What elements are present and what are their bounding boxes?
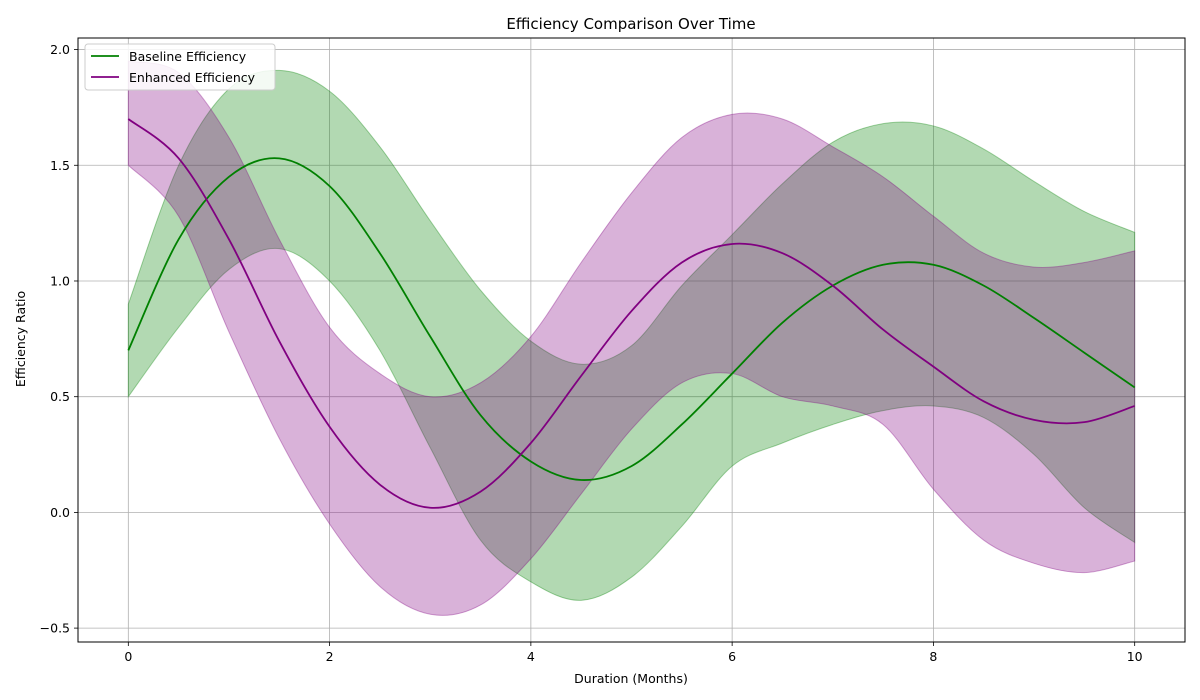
x-tick-label: 0 xyxy=(124,649,132,664)
x-tick-label: 4 xyxy=(527,649,535,664)
legend: Baseline Efficiency Enhanced Efficiency xyxy=(84,43,276,91)
y-tick-label: 1.0 xyxy=(50,273,70,288)
y-tick-label: −0.5 xyxy=(40,621,70,636)
series-line-enhanced xyxy=(127,118,1135,509)
plot-frame xyxy=(77,37,1186,643)
x-tick-label: 6 xyxy=(728,649,736,664)
y-tick-label: 0.5 xyxy=(50,389,70,404)
x-tick-label: 8 xyxy=(929,649,937,664)
line-layer xyxy=(127,118,1136,509)
x-tick-label: 10 xyxy=(1127,649,1143,664)
legend-label-enhanced: Enhanced Efficiency xyxy=(129,70,256,85)
series-line-baseline xyxy=(127,157,1136,481)
chart-title: Efficiency Comparison Over Time xyxy=(506,15,755,33)
tick-layer: 0 2 4 6 8 10 −0.5 0.0 0.5 1.0 1.5 2.0 xyxy=(40,42,1143,664)
y-tick-label: 1.5 xyxy=(50,158,70,173)
band-baseline xyxy=(127,69,1136,601)
grid-layer xyxy=(78,38,1185,642)
x-axis-label: Duration (Months) xyxy=(574,671,688,686)
y-tick-label: 2.0 xyxy=(50,42,70,57)
legend-label-baseline: Baseline Efficiency xyxy=(129,49,247,64)
x-tick-label: 2 xyxy=(326,649,334,664)
band-layer xyxy=(127,60,1136,616)
y-tick-label: 0.0 xyxy=(50,505,70,520)
legend-box xyxy=(84,43,276,91)
band-enhanced xyxy=(127,60,1136,616)
y-axis-label: Efficiency Ratio xyxy=(13,291,28,387)
